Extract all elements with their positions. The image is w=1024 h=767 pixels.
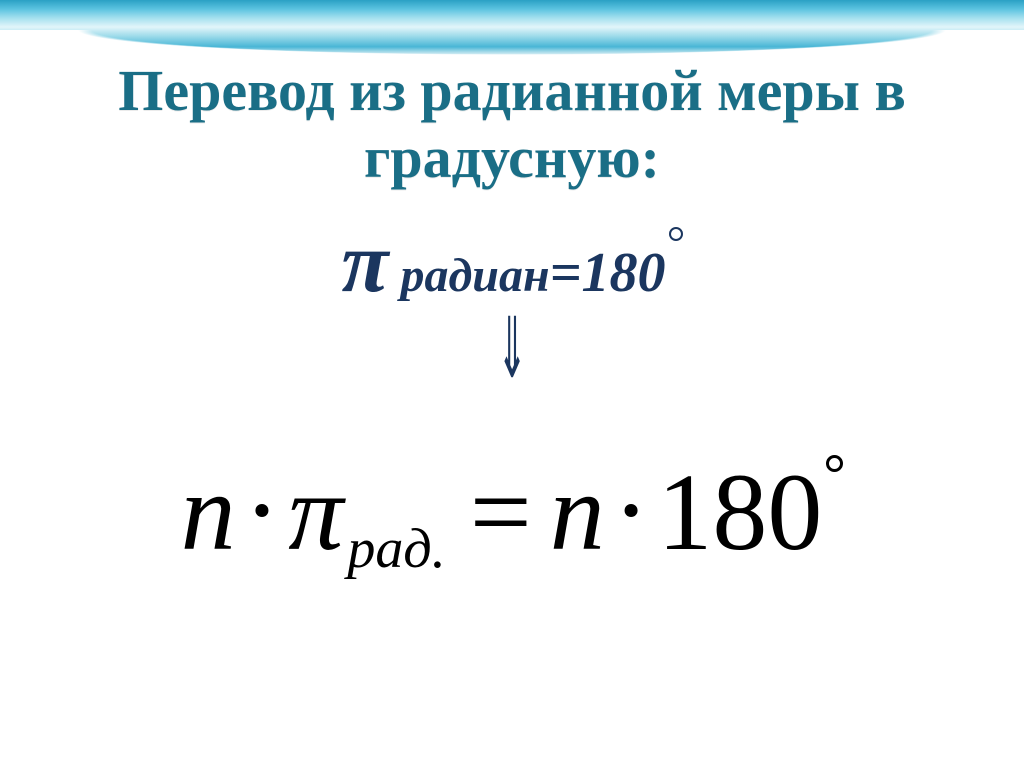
down-arrow-icon: ⇓ <box>497 307 527 391</box>
conversion-formula: n·πрад.=n·180 <box>181 449 844 576</box>
slide-content: Перевод из радианной меры в градусную: π… <box>0 50 1024 767</box>
pi-symbol: π <box>341 219 388 305</box>
var-n-right: n <box>550 451 605 573</box>
radian-equals-180: π радиан=180 <box>341 219 682 305</box>
degree-symbol <box>669 227 683 241</box>
degree-symbol-formula <box>826 455 843 472</box>
radian-label: радиан <box>388 249 549 302</box>
equals-sign: = <box>470 451 532 573</box>
pi-left: π <box>288 451 343 573</box>
cdot-2: · <box>613 449 650 571</box>
cdot-1: · <box>244 449 281 571</box>
slide-title: Перевод из радианной меры в градусную: <box>0 58 1024 191</box>
number-180: 180 <box>657 451 822 573</box>
var-n-left: n <box>181 451 236 573</box>
subscript-rad: рад. <box>347 518 445 580</box>
equals-180: =180 <box>550 242 666 304</box>
